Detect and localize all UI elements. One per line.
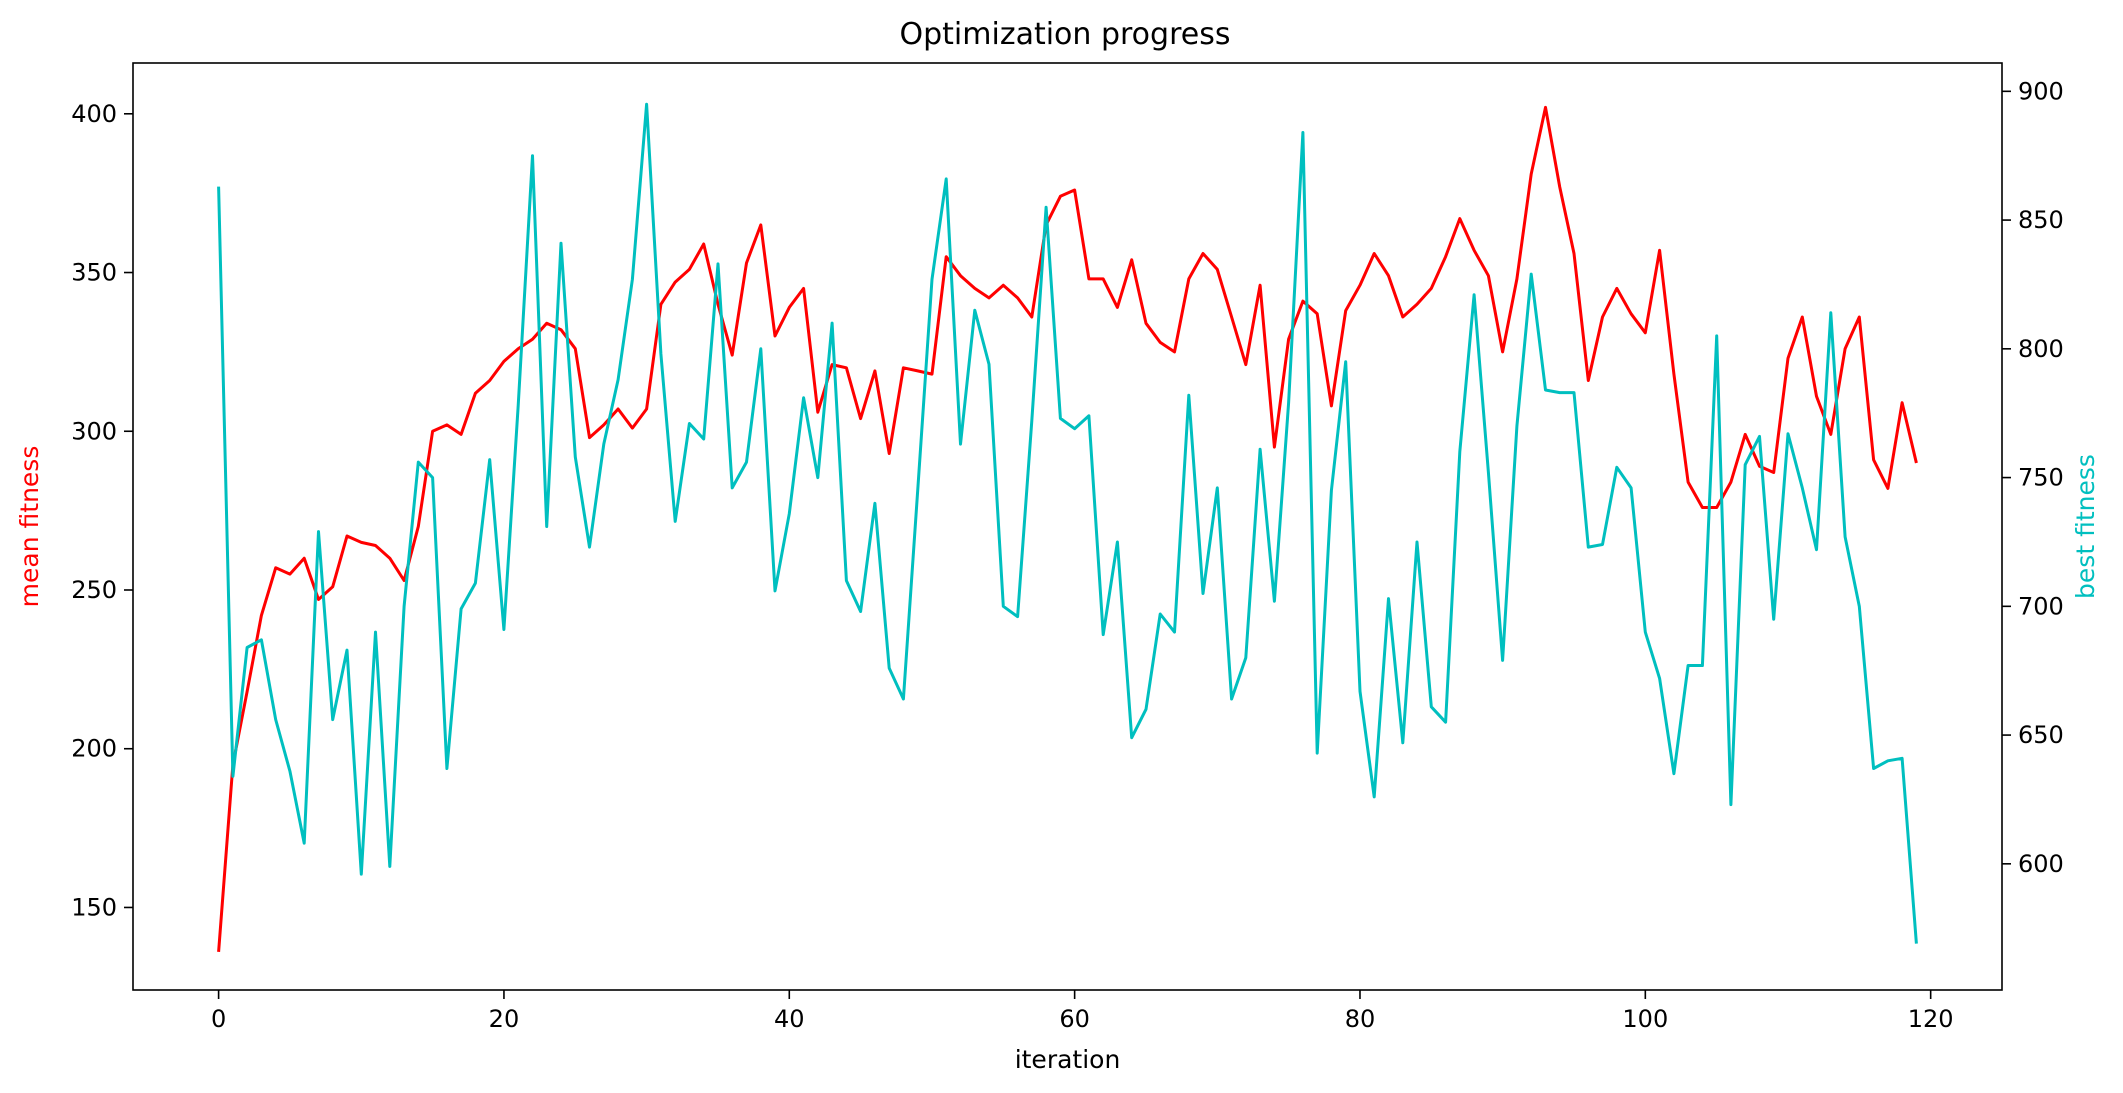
x-axis-title: iteration: [1015, 1045, 1121, 1074]
x-tick-label: 120: [1908, 1005, 1954, 1033]
x-tick-label: 0: [211, 1005, 226, 1033]
x-tick-label: 80: [1345, 1005, 1376, 1033]
y-right-tick-label: 850: [2018, 206, 2064, 234]
y-left-tick-label: 350: [71, 259, 117, 287]
y-right-tick-label: 650: [2018, 721, 2064, 749]
y-left-tick-label: 250: [71, 576, 117, 604]
y-left-tick-label: 200: [71, 735, 117, 763]
series-layer: [217, 102, 1918, 953]
y-right-tick-label: 700: [2018, 592, 2064, 620]
y-right-tick-label: 800: [2018, 335, 2064, 363]
y-left-axis-title: mean fitness: [15, 446, 44, 608]
y-right-tick-label: 600: [2018, 850, 2064, 878]
plot-frame: [132, 62, 2003, 991]
best-fitness-line: [217, 102, 1918, 944]
x-tick-label: 100: [1622, 1005, 1668, 1033]
x-tick-label: 60: [1059, 1005, 1090, 1033]
y-left-tick-label: 400: [71, 100, 117, 128]
x-tick-label: 20: [489, 1005, 520, 1033]
chart-title: Optimization progress: [900, 17, 1231, 52]
y-left-tick-label: 300: [71, 417, 117, 445]
y-right-tick-label: 750: [2018, 464, 2064, 492]
mean-fitness-line: [217, 105, 1918, 953]
ticks-layer: 0 20 40 60 80 100 120 150 200 250 300 350 400 600 650 7…: [71, 77, 2064, 1033]
y-right-tick-label: 900: [2018, 77, 2064, 105]
y-left-tick-label: 150: [71, 893, 117, 921]
y-right-axis-title: best fitness: [2071, 454, 2100, 599]
x-tick-label: 40: [774, 1005, 805, 1033]
